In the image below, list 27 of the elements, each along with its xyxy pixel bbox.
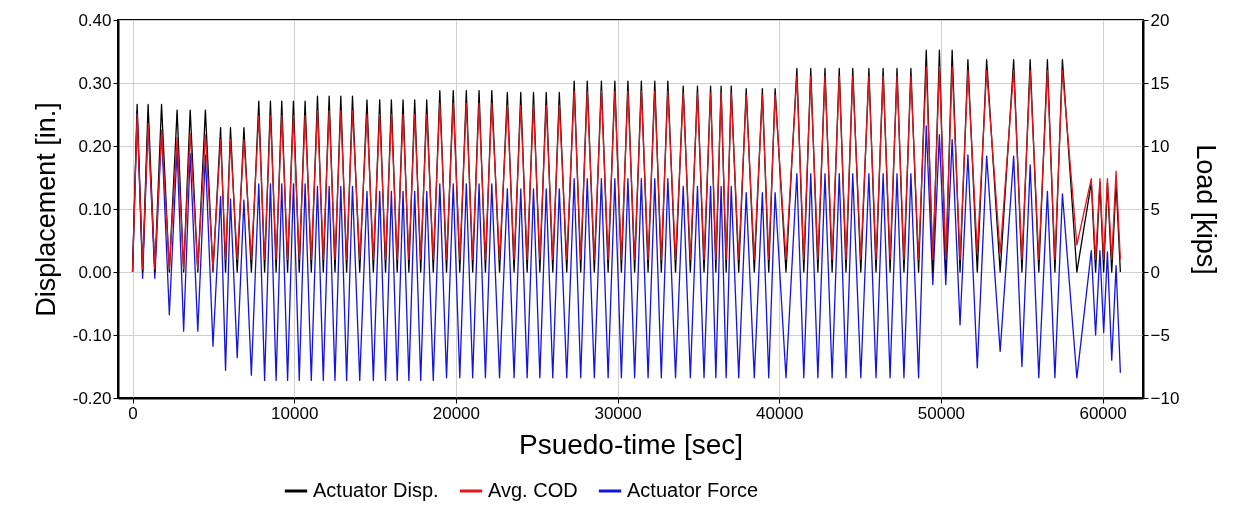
x-tick-label: 0 bbox=[128, 403, 138, 423]
x-tick-label: 10000 bbox=[271, 403, 319, 423]
y-tick-label: -0.10 bbox=[72, 325, 112, 345]
x-tick-label: 60000 bbox=[1079, 403, 1127, 423]
y2-tick-label: 15 bbox=[1150, 73, 1170, 93]
y2-axis-title: Load [kips] bbox=[1191, 144, 1222, 275]
x-tick-label: 40000 bbox=[756, 403, 804, 423]
y2-tick-label: 5 bbox=[1150, 199, 1160, 219]
y-tick-label: 0.20 bbox=[78, 136, 112, 156]
y2-tick-label: −5 bbox=[1150, 325, 1170, 345]
y2-tick-label: 20 bbox=[1150, 10, 1170, 30]
legend-label: Actuator Disp. bbox=[313, 479, 439, 501]
y-axis-title: Displacement [in.] bbox=[30, 102, 61, 317]
legend-label: Avg. COD bbox=[488, 479, 578, 501]
x-axis-title: Psuedo-time [sec] bbox=[518, 428, 744, 460]
y-tick-label: 0.40 bbox=[78, 10, 112, 30]
y-tick-label: 0.00 bbox=[78, 262, 112, 282]
y-tick-label: 0.10 bbox=[78, 199, 112, 219]
x-tick-label: 50000 bbox=[917, 403, 966, 423]
y2-tick-label: 0 bbox=[1150, 262, 1160, 282]
y-tick-label: 0.30 bbox=[78, 73, 112, 93]
y2-tick-label: −10 bbox=[1150, 388, 1180, 408]
legend-label: Actuator Force bbox=[627, 479, 759, 501]
y-tick-label: -0.20 bbox=[72, 388, 112, 408]
x-tick-label: 30000 bbox=[594, 403, 642, 423]
x-tick-label: 20000 bbox=[432, 403, 481, 423]
y2-tick-label: 10 bbox=[1150, 136, 1170, 156]
